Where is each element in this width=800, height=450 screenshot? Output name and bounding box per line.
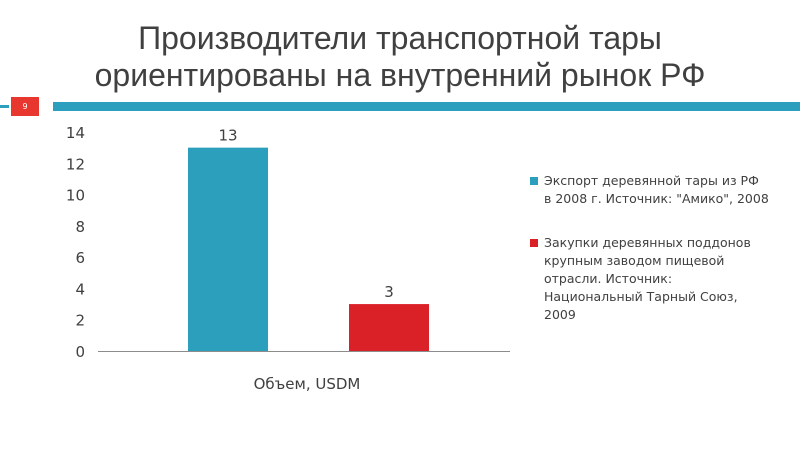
y-tick-label: 6 xyxy=(75,249,85,267)
data-labels: 13 3 xyxy=(218,127,393,301)
slide-title-line-1: Производители транспортной тары xyxy=(138,20,662,56)
data-label-series-1: 13 xyxy=(218,127,237,145)
bar-series-1 xyxy=(188,147,268,351)
bar-series-2 xyxy=(349,304,429,351)
legend-label: Экспорт деревянной тары из РФ в 2008 г. … xyxy=(544,173,769,206)
slide-number-badge: 9 xyxy=(11,97,39,116)
y-axis-tick-labels: 0 2 4 6 8 10 12 14 xyxy=(66,124,85,361)
legend-entry-series-2: Закупки деревянных поддонов крупным заво… xyxy=(530,234,770,324)
y-tick-label: 12 xyxy=(66,155,85,173)
y-tick-label: 4 xyxy=(75,280,85,298)
legend: Экспорт деревянной тары из РФ в 2008 г. … xyxy=(530,172,770,324)
legend-swatch xyxy=(530,239,538,247)
y-tick-label: 0 xyxy=(75,343,85,361)
header-rule-left xyxy=(0,105,9,108)
y-tick-label: 8 xyxy=(75,218,85,236)
x-axis-category-labels: Объем, USDM xyxy=(254,375,361,393)
slide-title-line-2: ориентированы на внутренний рынок РФ xyxy=(94,57,706,93)
y-tick-label: 10 xyxy=(66,187,85,205)
header-rule-right xyxy=(53,102,800,111)
legend-swatch xyxy=(530,177,538,185)
slide-title: Производители транспортной тары ориентир… xyxy=(0,20,800,94)
y-tick-label: 2 xyxy=(75,312,85,330)
x-category-label: Объем, USDM xyxy=(254,375,361,393)
data-label-series-2: 3 xyxy=(384,283,394,301)
bars xyxy=(188,147,429,351)
legend-entry-series-1: Экспорт деревянной тары из РФ в 2008 г. … xyxy=(530,172,770,208)
y-tick-label: 14 xyxy=(66,124,85,142)
legend-label: Закупки деревянных поддонов крупным заво… xyxy=(544,235,751,322)
